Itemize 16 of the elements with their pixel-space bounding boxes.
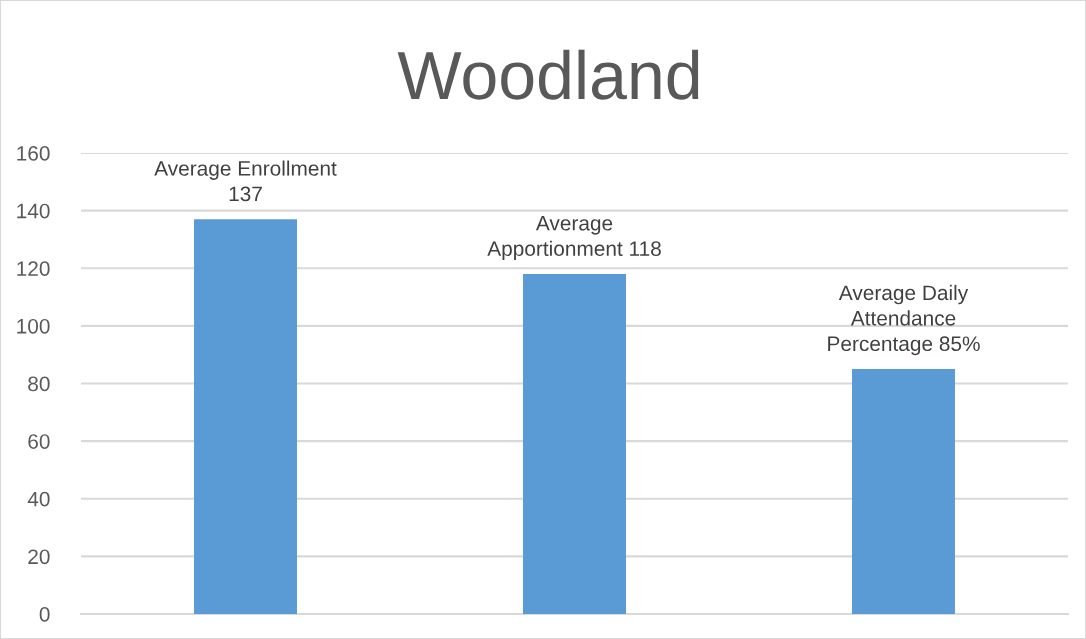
y-tick-label: 40	[27, 491, 50, 507]
bar	[852, 369, 955, 614]
y-tick-label: 100	[17, 318, 50, 334]
y-tick-label: 60	[28, 434, 50, 449]
data-label: Average Daily Attendance Percentage 85%	[828, 284, 980, 356]
y-tick-label: 140	[17, 203, 50, 219]
y-tick-label: 0	[39, 607, 50, 622]
data-label: Average Enrollment 137	[154, 160, 337, 202]
y-tick-label: 160	[17, 146, 50, 161]
y-tick-label: 20	[28, 549, 50, 565]
y-tick-label: 120	[17, 261, 50, 276]
bar	[194, 219, 297, 614]
bar	[523, 274, 626, 614]
chart-title: Woodland	[397, 49, 699, 100]
y-tick-label: 80	[28, 376, 50, 392]
data-label: Average Apportionment 118	[487, 216, 661, 261]
